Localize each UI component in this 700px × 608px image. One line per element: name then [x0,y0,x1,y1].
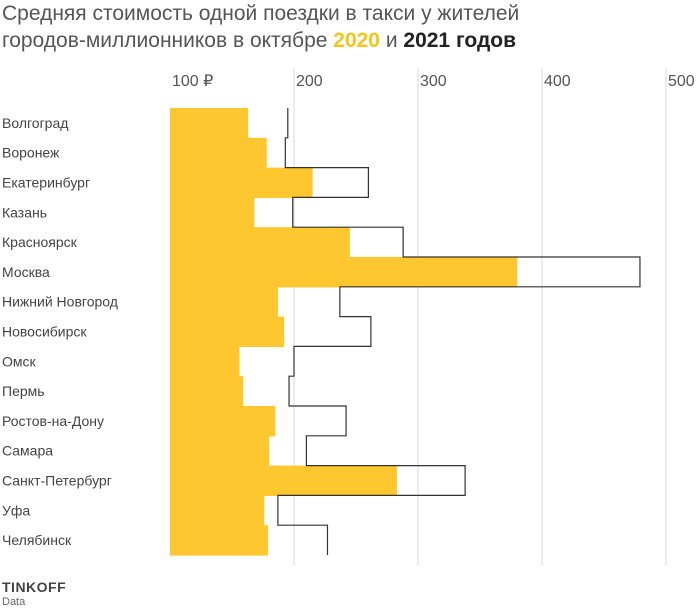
bar-2020 [170,167,313,198]
bar-2020 [170,465,397,496]
title-line-2-prefix: городов-миллионников в октябре [2,29,334,52]
title-line-1: Средняя стоимость одной поездки в такси … [2,2,520,25]
year-2021-label: 2021 годов [403,29,517,52]
bar-2020 [170,376,244,407]
category-label: Москва [2,264,50,280]
bar-chart: 100 ₽ 200 300 400 500 Волгоград Воронеж Екатери… [2,68,695,565]
category-label: Нижний Новгород [2,294,118,310]
bar-2020 [170,435,270,467]
bar-2020 [170,406,276,437]
chart-title: Средняя стоимость одной поездки в такси … [2,0,692,54]
bar-2020 [170,137,267,169]
category-label: Казань [2,204,47,220]
category-label: Омск [2,353,37,369]
bar-2020 [170,346,240,377]
category-label: Пермь [2,383,45,399]
brand-logo: TINKOFF [2,579,67,595]
category-label: Ростов-на-Дону [2,413,104,429]
year-2020-label: 2020 [333,29,380,52]
bar-2020 [170,286,278,318]
category-label: Новосибирск [2,324,87,340]
outline-2021 [277,108,641,555]
category-label: Волгоград [2,115,68,131]
category-label: Воронеж [2,145,60,161]
category-label: Красноярск [2,234,78,250]
bar-2020 [170,197,255,228]
category-label: Челябинск [2,532,72,548]
bar-2020 [170,495,265,526]
brand-sub: Data [2,596,26,608]
x-tick-label: 300 [420,73,447,90]
x-tick-label: 500 [668,73,695,90]
x-tick-label: 200 [296,73,323,90]
category-label: Уфа [2,502,30,518]
bar-2020 [170,257,518,288]
title-line-2: городов-миллионников в октябре 2020 и 20… [2,27,692,54]
title-and-word: и [379,29,404,52]
x-tick-label: 400 [544,73,571,90]
bar-2020 [170,227,350,258]
bar-2020 [170,525,268,556]
bar-2020 [170,108,249,139]
category-label: Санкт-Петербург [2,473,112,489]
category-label: Екатеринбург [2,175,90,191]
x-tick-label: 100 ₽ [172,73,213,90]
bar-2020 [170,316,285,347]
category-label: Самара [2,443,53,459]
